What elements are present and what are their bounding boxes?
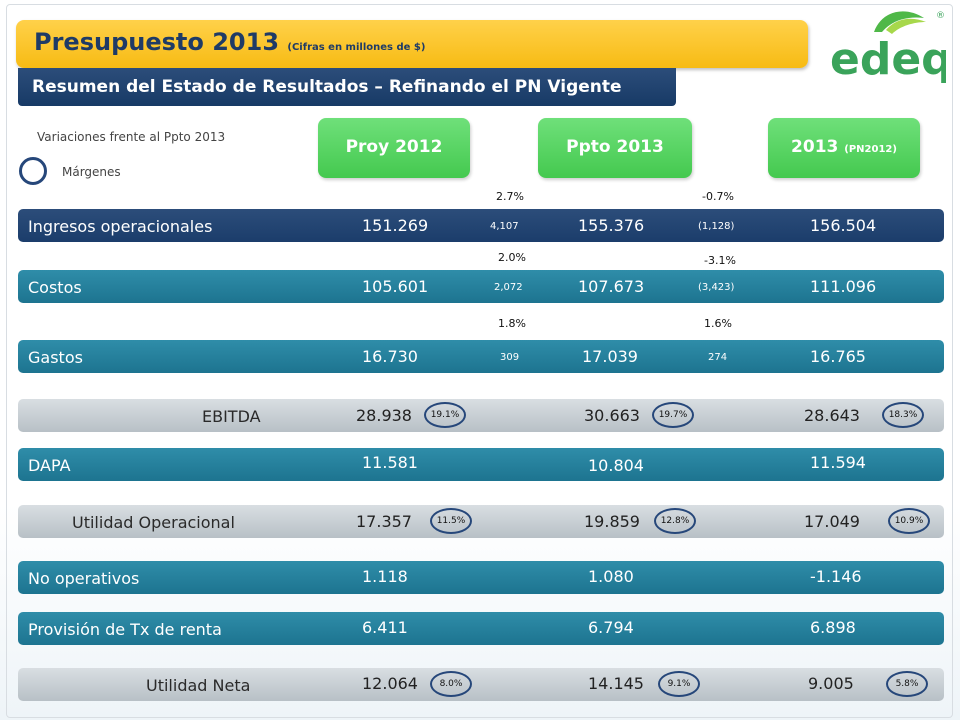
column-header-ppto2013: Ppto 2013	[538, 118, 692, 178]
gastos-pct-ppto-vs-proy: 1.8%	[498, 317, 526, 330]
row-label: Provisión de Tx de renta	[28, 620, 222, 639]
value-pn2013: 17.049	[804, 512, 860, 531]
row-label: Gastos	[28, 348, 83, 367]
value-proy2012: 16.730	[362, 347, 418, 366]
row-costos: Costos 105.601 2,072 107.673 (3,423) 111…	[18, 270, 944, 303]
delta-ppto-vs-proy: 2,072	[494, 282, 523, 293]
column-header-pn2013-note: (PN2012)	[844, 144, 897, 155]
value-proy2012: 151.269	[362, 216, 429, 235]
variations-note: Variaciones frente al Ppto 2013	[37, 130, 226, 144]
value-ppto2013: 6.794	[588, 618, 634, 637]
row-ebitda: EBITDA 28.938 19.1% 30.663 19.7% 28.643 …	[18, 399, 944, 432]
row-ingresos-operacionales: Ingresos operacionales 151.269 4,107 155…	[18, 209, 944, 242]
value-pn2013: 6.898	[810, 618, 856, 637]
value-ppto2013: 17.039	[582, 347, 638, 366]
logo-text: edeq	[830, 34, 946, 85]
row-utilidad-operacional: Utilidad Operacional 17.357 11.5% 19.859…	[18, 505, 944, 538]
margin-badge-ppto2013: 12.8%	[654, 508, 696, 534]
margin-badge-ppto2013: 19.7%	[652, 402, 694, 428]
value-pn2013: 156.504	[810, 216, 877, 235]
logo-registered-mark: ®	[936, 11, 945, 21]
value-ppto2013: 1.080	[588, 567, 634, 586]
row-label: Costos	[28, 278, 82, 297]
value-proy2012: 28.938	[356, 406, 412, 425]
row-dapa: DAPA 11.581 10.804 11.594	[18, 448, 944, 481]
margin-badge-pn2013: 5.8%	[886, 671, 928, 697]
value-ppto2013: 19.859	[584, 512, 640, 531]
row-label: No operativos	[28, 569, 140, 588]
ingresos-pct-ppto-vs-proy: 2.7%	[496, 190, 524, 203]
row-label: EBITDA	[202, 407, 261, 426]
margin-legend-circle-icon	[19, 157, 47, 185]
delta-pn-vs-ppto: 274	[708, 352, 728, 363]
column-header-ppto2013-label: Ppto 2013	[566, 137, 664, 157]
value-ppto2013: 30.663	[584, 406, 640, 425]
margin-badge-pn2013: 10.9%	[888, 508, 930, 534]
value-pn2013: 11.594	[810, 453, 866, 472]
margins-legend-label: Márgenes	[62, 165, 121, 179]
delta-pn-vs-ppto: (3,423)	[698, 282, 735, 293]
ingresos-pct-pn-vs-ppto: -0.7%	[702, 190, 734, 203]
value-proy2012: 17.357	[356, 512, 412, 531]
page-subtitle: Resumen del Estado de Resultados – Refin…	[32, 77, 622, 97]
column-header-pn2013: 2013 (PN2012)	[768, 118, 920, 178]
row-label: DAPA	[28, 456, 71, 475]
subtitle-bar: Resumen del Estado de Resultados – Refin…	[18, 68, 676, 106]
costos-pct-ppto-vs-proy: 2.0%	[498, 251, 526, 264]
margin-badge-pn2013: 18.3%	[882, 402, 924, 428]
title-units-note: (Cifras en millones de $)	[287, 42, 426, 53]
margin-badge-ppto2013: 9.1%	[658, 671, 700, 697]
value-ppto2013: 14.145	[588, 674, 644, 693]
value-pn2013: 16.765	[810, 347, 866, 366]
row-provision-renta: Provisión de Tx de renta 6.411 6.794 6.8…	[18, 612, 944, 645]
value-proy2012: 6.411	[362, 618, 408, 637]
title-text: Presupuesto 2013	[34, 28, 280, 56]
row-label: Utilidad Operacional	[72, 513, 235, 532]
delta-ppto-vs-proy: 4,107	[490, 221, 519, 232]
column-header-proy2012-label: Proy 2012	[345, 137, 443, 157]
value-proy2012: 12.064	[362, 674, 418, 693]
margin-badge-proy2012: 11.5%	[430, 508, 472, 534]
value-ppto2013: 10.804	[588, 456, 644, 475]
page-title: Presupuesto 2013 (Cifras en millones de …	[34, 28, 425, 56]
value-proy2012: 105.601	[362, 277, 429, 296]
title-bar: Presupuesto 2013 (Cifras en millones de …	[16, 20, 808, 68]
slide-frame	[6, 4, 953, 718]
logo-leaf-light-icon	[886, 18, 926, 34]
logo-leaf-icon	[874, 11, 924, 32]
margin-badge-proy2012: 8.0%	[430, 671, 472, 697]
column-header-proy2012: Proy 2012	[318, 118, 470, 178]
margin-badge-proy2012: 19.1%	[424, 402, 466, 428]
row-label: Ingresos operacionales	[28, 217, 213, 236]
value-proy2012: 11.581	[362, 453, 418, 472]
gastos-pct-pn-vs-ppto: 1.6%	[704, 317, 732, 330]
column-header-pn2013-label: 2013	[791, 137, 839, 157]
delta-ppto-vs-proy: 309	[500, 352, 520, 363]
value-pn2013: 9.005	[808, 674, 854, 693]
row-utilidad-neta: Utilidad Neta 12.064 8.0% 14.145 9.1% 9.…	[18, 668, 944, 701]
value-ppto2013: 155.376	[578, 216, 645, 235]
value-pn2013: 111.096	[810, 277, 877, 296]
row-label: Utilidad Neta	[146, 676, 251, 695]
row-no-operativos: No operativos 1.118 1.080 -1.146	[18, 561, 944, 594]
value-proy2012: 1.118	[362, 567, 408, 586]
costos-pct-pn-vs-ppto: -3.1%	[704, 254, 736, 267]
delta-pn-vs-ppto: (1,128)	[698, 221, 735, 232]
value-pn2013: 28.643	[804, 406, 860, 425]
row-gastos: Gastos 16.730 309 17.039 274 16.765	[18, 340, 944, 373]
value-ppto2013: 107.673	[578, 277, 645, 296]
edeq-logo: edeq ®	[830, 11, 946, 85]
value-pn2013: -1.146	[810, 567, 862, 586]
